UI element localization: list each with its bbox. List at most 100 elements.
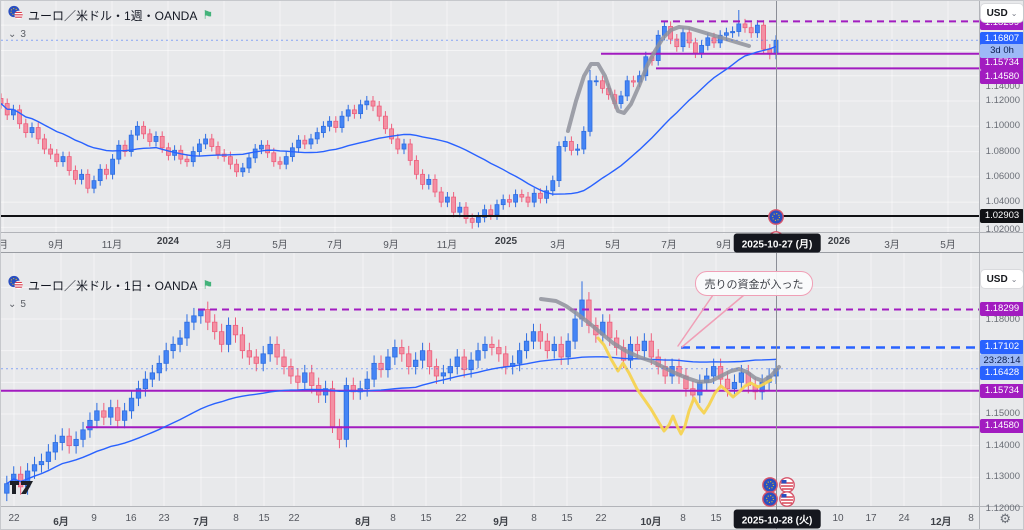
price-label-grey: 1.14000 — [985, 440, 1020, 451]
price-label-grey: 1.02000 — [985, 224, 1020, 235]
price-label-countdown: 3d 0h — [980, 44, 1023, 58]
price-label-grey: 1.12000 — [985, 503, 1020, 514]
crosshair-line — [776, 1, 777, 252]
grey-trend-curve[interactable] — [539, 297, 781, 384]
chart-title[interactable]: ユーロ／米ドル・1週・OANDA — [28, 8, 198, 23]
callout-pointer-line[interactable] — [681, 294, 745, 348]
crosshair-date-tooltip: 2025-10-28 (火) — [733, 509, 821, 529]
time-label: 11月 — [436, 240, 458, 251]
tradingview-logo[interactable] — [9, 479, 35, 501]
time-label: 7月 — [661, 240, 677, 251]
time-label: 15 — [561, 513, 573, 524]
price-label-grey: 1.04000 — [985, 196, 1020, 207]
currency-label: USD — [986, 273, 1008, 285]
chart-legend: ユーロ／米ドル・1週・OANDA ⚑ ⌄ 3 — [8, 5, 213, 40]
chevron-down-icon: ⌄ — [1010, 8, 1018, 18]
eu-flag-event-icon[interactable] — [762, 491, 778, 507]
us-flag-event-icon[interactable] — [779, 491, 795, 507]
chart-legend: ユーロ／米ドル・1日・OANDA ⚑ ⌄ 5 — [8, 275, 213, 310]
price-label-purple: 1.15734 — [980, 56, 1023, 70]
chevron-down-icon: ⌄ — [8, 29, 17, 40]
price-label-grey: 1.14000 — [985, 81, 1020, 92]
time-label: 17 — [865, 513, 877, 524]
daily-chart-pane: 売りの資金が入った ユーロ／米ドル・1日・OANDA ⚑ — [1, 253, 1023, 529]
price-label-countdown: 23:28:14 — [980, 354, 1023, 368]
annotation-callout[interactable]: 売りの資金が入った — [695, 271, 813, 296]
eu-flag-event-icon[interactable] — [768, 209, 784, 225]
callout-pointer-line[interactable] — [677, 294, 714, 347]
price-label-grey: 1.12000 — [985, 95, 1020, 106]
indicators-toggle[interactable]: ⌄ 5 — [8, 299, 213, 310]
indicator-count: 5 — [20, 299, 26, 310]
yellow-squiggle[interactable] — [596, 336, 773, 436]
flag-icon[interactable]: ⚑ — [202, 278, 214, 292]
time-label: 15 — [258, 513, 270, 524]
time-label: 3月 — [550, 240, 566, 251]
time-label: 15 — [710, 513, 722, 524]
price-label-blue: 1.16428 — [980, 366, 1023, 380]
time-label: 7月 — [193, 517, 209, 528]
eurusd-pair-icon — [8, 5, 23, 25]
chart-title[interactable]: ユーロ／米ドル・1日・OANDA — [28, 278, 198, 293]
time-label: 24 — [898, 513, 910, 524]
time-label: 16 — [125, 513, 137, 524]
chevron-down-icon: ⌄ — [8, 299, 17, 310]
time-label: 22 — [8, 513, 20, 524]
price-label-black: 1.02903 — [980, 209, 1023, 223]
time-label: 10 — [832, 513, 844, 524]
grid-lines — [1, 253, 979, 507]
price-label-grey: 1.06000 — [985, 171, 1020, 182]
price-label-purple: 1.14580 — [980, 419, 1023, 433]
gear-icon[interactable]: ⚙ — [999, 511, 1011, 526]
daily-price-chart[interactable] — [1, 253, 979, 507]
time-label: 9月 — [493, 517, 509, 528]
time-label: 23 — [158, 513, 170, 524]
annotation-text: 売りの資金が入った — [704, 278, 804, 291]
price-label-purple: 1.15734 — [980, 384, 1023, 398]
time-label: 8 — [968, 513, 974, 524]
currency-button[interactable]: USD ⌄ — [981, 270, 1023, 288]
weekly-price-chart[interactable] — [1, 1, 979, 234]
time-label: 15 — [420, 513, 432, 524]
time-axis[interactable]: 2025-10-27 (月) 月 9月 11月 2024 3月 5月 7月 9月 11月 2025… — [1, 232, 1023, 252]
time-label: 9月 — [716, 240, 732, 251]
time-label: 2026 — [827, 236, 851, 247]
time-axis[interactable]: 2025-10-28 (火) ⚙ 22 6月 9 16 23 7月 8 15 22 8月 8 15 22… — [1, 506, 1023, 529]
price-axis[interactable]: USD ⌄ 1.18299 1.18000 1.17102 23:28:14 1.164… — [979, 253, 1023, 529]
time-label: 9 — [91, 513, 97, 524]
time-label: 9月 — [48, 240, 64, 251]
chevron-down-icon: ⌄ — [1010, 274, 1018, 284]
crosshair-date-tooltip: 2025-10-27 (月) — [733, 233, 821, 252]
time-label: 2025 — [494, 236, 518, 247]
time-label: 3月 — [216, 240, 232, 251]
weekly-chart-pane: ユーロ／米ドル・1週・OANDA ⚑ ⌄ 3 2025-10-27 (月) 月 9… — [1, 1, 1023, 253]
price-label-grey: 1.18000 — [985, 314, 1020, 325]
price-label-grey: 1.08000 — [985, 146, 1020, 157]
time-label: 5月 — [940, 240, 956, 251]
time-label: 3月 — [884, 240, 900, 251]
time-label: 7月 — [327, 240, 343, 251]
time-label: 22 — [288, 513, 300, 524]
flag-icon[interactable]: ⚑ — [202, 8, 214, 22]
price-label-purple: 1.14580 — [980, 70, 1023, 84]
time-label: 12月 — [930, 517, 952, 528]
moving-average-line[interactable] — [1, 45, 777, 195]
time-label: 月 — [1, 236, 8, 251]
time-label: 8 — [233, 513, 239, 524]
time-label: 8 — [531, 513, 537, 524]
time-label: 8 — [390, 513, 396, 524]
indicators-toggle[interactable]: ⌄ 3 — [8, 29, 213, 40]
crosshair-line — [776, 253, 777, 529]
price-label-blue: 1.17102 — [980, 340, 1023, 354]
currency-button[interactable]: USD ⌄ — [981, 4, 1023, 22]
time-label: 2024 — [156, 236, 180, 247]
price-label-grey: 1.10000 — [985, 120, 1020, 131]
time-label: 8月 — [355, 517, 371, 528]
time-label: 5月 — [605, 240, 621, 251]
price-label-blue: 1.16807 — [980, 32, 1023, 46]
time-label: 10月 — [640, 517, 662, 528]
price-axis[interactable]: USD ⌄ 1.18299 1.16807 3d 0h 1.15734 1.14580 1… — [979, 1, 1023, 252]
grey-trend-curve[interactable] — [566, 25, 751, 133]
price-label-grey: 1.15000 — [985, 408, 1020, 419]
